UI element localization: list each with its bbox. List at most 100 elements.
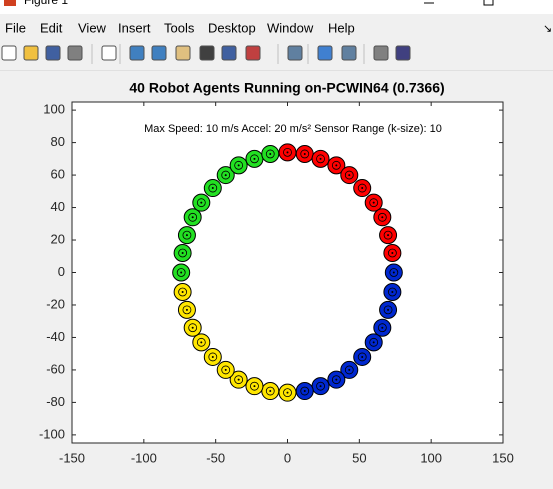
robot-sensor — [208, 352, 218, 362]
menu-item[interactable]: View — [78, 20, 107, 35]
robot-agent — [383, 244, 402, 263]
toolbar-button[interactable] — [373, 45, 389, 61]
robot-sensor — [188, 212, 198, 222]
robot-center — [372, 201, 375, 204]
robot-sensor — [265, 386, 275, 396]
plot: -150 -100 -50 0 50 100 150 -100 -80 -60 -40 -20 0 20 4… — [39, 102, 514, 466]
toolbar-button[interactable] — [287, 45, 303, 61]
robot-center — [381, 216, 384, 219]
toolbar-button[interactable] — [101, 45, 117, 61]
robot-agent — [384, 263, 403, 282]
robot-center — [224, 174, 227, 177]
x-tick-label: -50 — [206, 450, 225, 465]
toolbar-button[interactable] — [317, 45, 333, 61]
y-tick-label: -40 — [46, 329, 65, 344]
maximize-button[interactable] — [483, 0, 494, 6]
toolbar-button[interactable] — [245, 45, 261, 61]
robot-center — [348, 174, 351, 177]
robot-sensor — [389, 268, 399, 277]
robot-sensor — [196, 198, 206, 208]
robot-sensor — [300, 386, 310, 396]
robot-center — [200, 201, 203, 204]
robot-center — [381, 326, 384, 329]
robot-sensor — [369, 198, 379, 208]
robot-sensor — [387, 248, 397, 258]
menu-item[interactable]: Edit — [40, 20, 63, 35]
menu-item[interactable]: Help — [328, 20, 355, 35]
menu-item[interactable]: Desktop — [208, 20, 256, 35]
y-tick-label: -20 — [46, 296, 65, 311]
toolbar-button[interactable] — [45, 45, 61, 61]
robot-agent — [373, 208, 392, 227]
robot-center — [361, 187, 364, 190]
robot-sensor — [265, 149, 275, 159]
toolbar-button[interactable] — [341, 45, 357, 61]
menu-item[interactable]: File — [5, 20, 26, 35]
robot-sensor — [221, 365, 231, 375]
robot-center — [181, 290, 184, 293]
toolbar-button[interactable] — [67, 45, 83, 61]
toolbar-button[interactable] — [1, 45, 17, 61]
robot-sensor — [208, 183, 218, 193]
robot-agent — [203, 179, 222, 198]
y-tick-label: 20 — [51, 231, 65, 246]
title-bar — [0, 0, 553, 14]
robot-center — [335, 378, 338, 381]
robot-agent — [295, 144, 314, 163]
robot-agent — [379, 226, 398, 245]
robot-sensor — [283, 388, 292, 398]
robot-sensor — [196, 337, 206, 347]
robot-center — [391, 252, 394, 255]
robot-center — [211, 355, 214, 358]
robot-agent — [173, 244, 192, 263]
robot-center — [319, 385, 322, 388]
robot-sensor — [331, 375, 341, 385]
annotation: Max Speed: 10 m/s Accel: 20 m/s² Sensor … — [144, 123, 442, 135]
toolbar-button[interactable] — [199, 45, 215, 61]
x-tick-label: 50 — [352, 450, 366, 465]
robot-agent — [311, 377, 330, 396]
robot-center — [303, 390, 306, 393]
robot-agent — [177, 226, 196, 245]
robot-agent — [278, 383, 297, 402]
toolbar-button[interactable] — [175, 45, 191, 61]
robot-center — [319, 157, 322, 160]
x-tick-label: -150 — [59, 450, 85, 465]
robot-agent — [173, 282, 192, 301]
robot-center — [211, 187, 214, 190]
menu-arrow[interactable]: ↘ — [543, 23, 552, 35]
toolbar-button[interactable] — [23, 45, 39, 61]
y-tick-label: 80 — [51, 134, 65, 149]
robot-agent — [383, 282, 402, 301]
robot-agent — [364, 333, 383, 352]
menu-item[interactable]: Tools — [164, 20, 195, 35]
menu-item[interactable]: Insert — [118, 20, 151, 35]
robot-center — [253, 157, 256, 160]
toolbar-button[interactable] — [129, 45, 145, 61]
robot-agent — [261, 144, 280, 163]
robot-sensor — [234, 375, 244, 385]
toolbar-button[interactable] — [151, 45, 167, 61]
robot-center — [348, 368, 351, 371]
robot-center — [335, 164, 338, 167]
toolbar-separator — [0, 70, 553, 71]
menu-bar: File Edit View Insert Tools Desktop Window Help — [5, 20, 355, 35]
toolbar — [1, 44, 411, 64]
robot-sensor — [178, 248, 188, 258]
robot-sensor — [188, 323, 198, 333]
robot-sensor — [250, 381, 259, 391]
robot-sensor — [344, 365, 354, 375]
robot-center — [253, 385, 256, 388]
robot-center — [185, 234, 188, 237]
robot-agent — [373, 318, 392, 337]
menu-item[interactable]: Window — [267, 20, 314, 35]
robot-sensor — [344, 170, 354, 180]
robot-center — [237, 164, 240, 167]
robot-sensor — [283, 147, 292, 157]
toolbar-button[interactable] — [221, 45, 237, 61]
robot-agent — [229, 370, 248, 389]
robot-agent — [353, 347, 372, 366]
toolbar-button[interactable] — [395, 45, 411, 61]
robot-sensor — [357, 352, 367, 362]
robot-center — [391, 290, 394, 293]
